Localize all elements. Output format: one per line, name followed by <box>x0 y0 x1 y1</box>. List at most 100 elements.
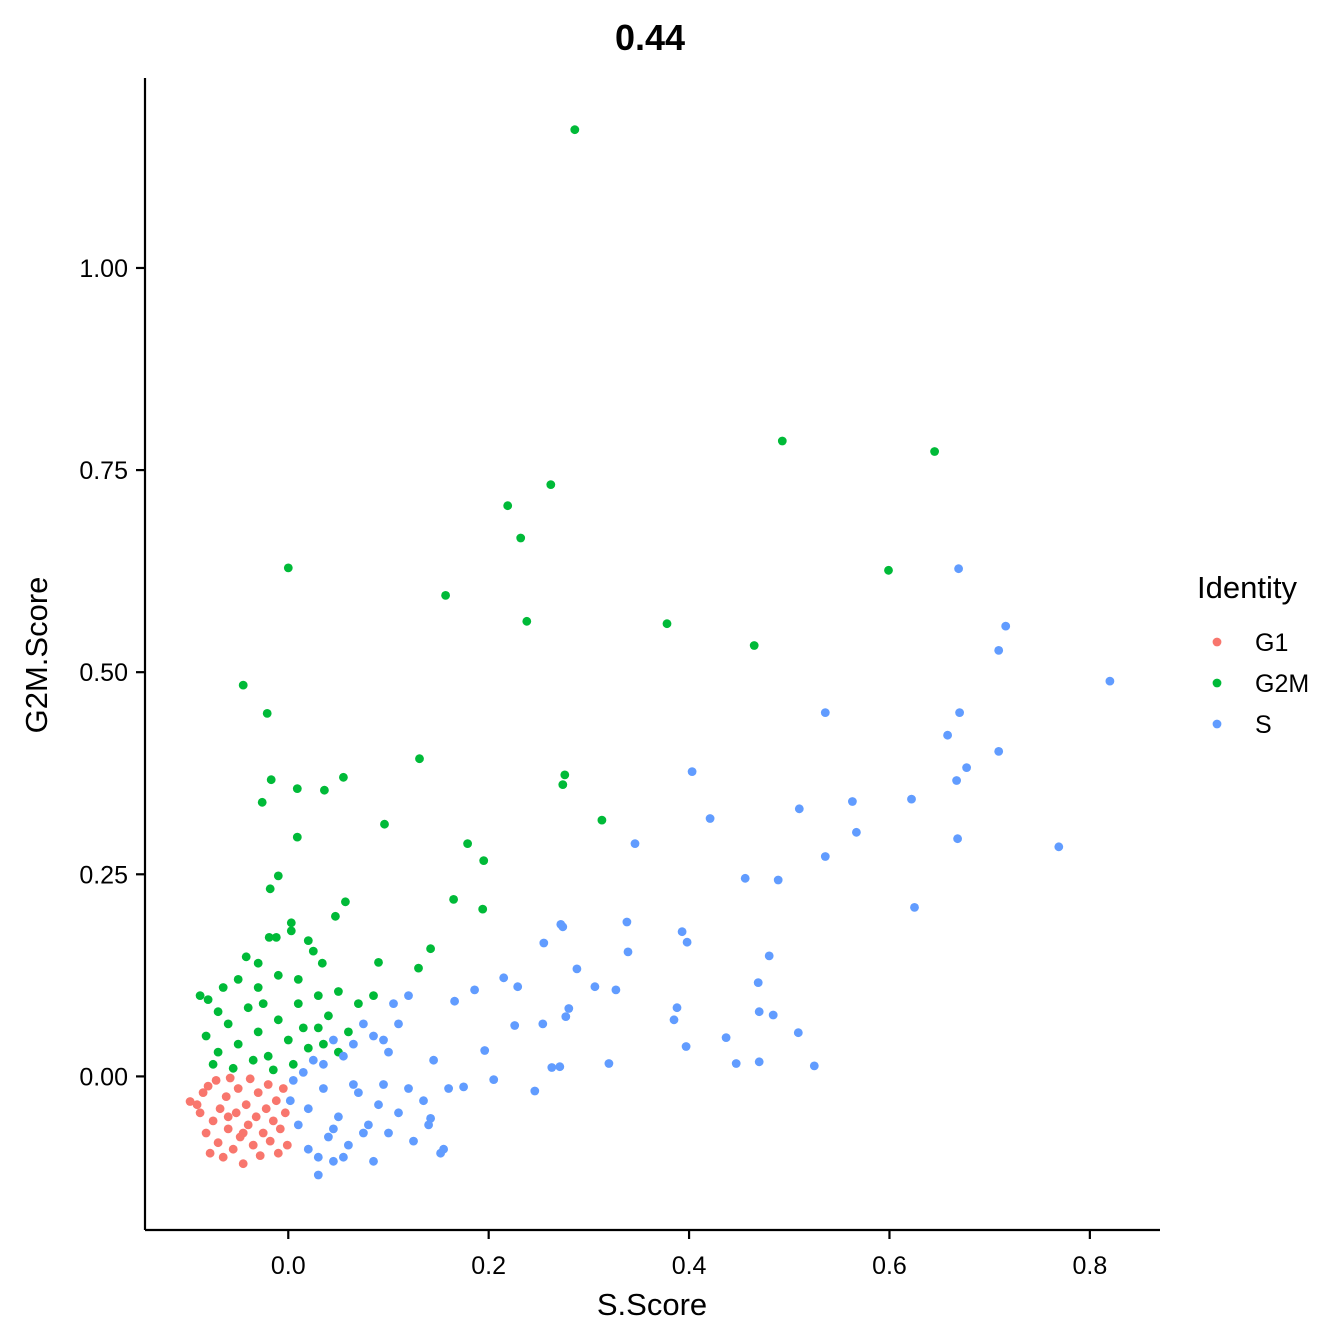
point-g1-4 <box>201 1128 211 1138</box>
legend: Identity G1 G2M S <box>1197 570 1309 739</box>
y-axis-title: G2M.Score <box>19 577 54 734</box>
point-g1-9 <box>213 1138 223 1148</box>
point-s-81 <box>313 1152 323 1162</box>
point-g2m-17 <box>266 775 276 785</box>
point-s-90 <box>303 1104 313 1114</box>
point-s-35 <box>590 982 600 992</box>
point-s-104 <box>444 1084 453 1093</box>
y-tick-label: 0.25 <box>79 861 128 889</box>
point-g2m-59 <box>243 1003 253 1013</box>
point-g1-34 <box>275 1124 285 1134</box>
point-s-19 <box>820 852 830 861</box>
point-s-71 <box>349 1039 358 1049</box>
point-g2m-11 <box>749 641 759 650</box>
point-g2m-71 <box>228 1063 238 1073</box>
point-g2m-64 <box>293 999 303 1008</box>
point-s-3 <box>994 646 1004 655</box>
point-s-14 <box>705 814 715 823</box>
point-g2m-29 <box>449 895 458 904</box>
x-tick-label: 0.8 <box>1072 1252 1107 1280</box>
point-g1-39 <box>238 1128 248 1138</box>
point-g2m-54 <box>369 991 378 1000</box>
legend-key-s <box>1212 719 1222 729</box>
point-g2m-55 <box>201 1031 211 1041</box>
point-g2m-40 <box>374 958 383 967</box>
point-s-16 <box>953 834 962 844</box>
point-g1-5 <box>203 1081 213 1091</box>
point-s-51 <box>604 1059 614 1068</box>
point-g2m-16 <box>339 772 348 782</box>
point-s-58 <box>530 1086 540 1096</box>
point-s-18 <box>1054 842 1064 852</box>
legend-label-s: S <box>1255 711 1272 739</box>
point-g2m-67 <box>324 1011 333 1021</box>
point-g1-30 <box>265 1136 275 1146</box>
point-g1-24 <box>251 1112 261 1122</box>
x-tick-label: 0.0 <box>271 1252 306 1280</box>
point-g2m-74 <box>288 1059 298 1069</box>
point-s-59 <box>459 1082 468 1092</box>
point-s-7 <box>994 747 1004 756</box>
point-s-48 <box>721 1033 731 1042</box>
point-s-5 <box>955 708 964 717</box>
point-g2m-13 <box>262 709 272 718</box>
point-g1-28 <box>261 1104 271 1114</box>
x-tick-label: 0.6 <box>872 1252 907 1280</box>
point-s-98 <box>409 1136 418 1146</box>
point-g2m-56 <box>213 1047 223 1057</box>
point-s-66 <box>389 999 398 1008</box>
point-s-44 <box>669 1015 679 1025</box>
point-s-64 <box>384 1047 393 1057</box>
point-g2m-70 <box>208 1059 218 1069</box>
point-s-43 <box>561 1012 571 1021</box>
point-s-21 <box>773 875 783 885</box>
point-s-88 <box>384 1128 393 1138</box>
point-s-27 <box>539 938 549 948</box>
point-g1-14 <box>225 1073 235 1083</box>
x-ticks: 0.0 0.2 0.4 0.6 0.8 <box>271 1230 1107 1280</box>
points-layer <box>185 125 1115 1180</box>
legend-label-g1: G1 <box>1255 629 1288 657</box>
point-g2m-72 <box>248 1055 258 1065</box>
point-g2m-3 <box>546 480 556 489</box>
point-s-103 <box>429 1055 438 1065</box>
point-s-40 <box>564 1004 574 1013</box>
point-s-94 <box>349 1080 358 1089</box>
point-g2m-26 <box>479 856 489 865</box>
point-g1-20 <box>241 1100 251 1110</box>
point-s-20 <box>740 873 750 883</box>
point-g1-35 <box>278 1084 288 1093</box>
point-g2m-46 <box>213 1007 223 1017</box>
point-g2m-63 <box>283 1035 293 1045</box>
point-s-26 <box>677 927 687 937</box>
point-g2m-8 <box>441 591 450 600</box>
point-g2m-23 <box>380 819 389 829</box>
point-g2m-34 <box>286 926 296 936</box>
point-g1-37 <box>282 1140 292 1150</box>
point-s-78 <box>285 1096 295 1106</box>
chart-title: 0.44 <box>615 17 685 58</box>
point-s-50 <box>480 1046 490 1055</box>
point-s-25 <box>558 922 568 932</box>
point-s-62 <box>436 1148 445 1158</box>
point-g1-23 <box>248 1140 258 1150</box>
point-g1-7 <box>208 1116 218 1126</box>
point-s-8 <box>962 763 971 772</box>
point-s-101 <box>329 1156 338 1166</box>
point-s-52 <box>731 1059 741 1068</box>
point-s-77 <box>288 1076 298 1085</box>
point-s-70 <box>359 1019 368 1029</box>
point-s-75 <box>308 1055 318 1065</box>
point-g1-1 <box>192 1100 202 1110</box>
point-g1-13 <box>223 1124 233 1134</box>
point-g2m-2 <box>930 447 939 456</box>
point-g2m-79 <box>319 1039 328 1049</box>
point-g2m-4 <box>503 501 513 511</box>
point-s-39 <box>672 1003 682 1013</box>
point-s-10 <box>952 776 961 785</box>
point-s-83 <box>334 1112 343 1122</box>
point-s-76 <box>298 1068 308 1077</box>
point-s-97 <box>379 1080 388 1089</box>
x-tick-label: 0.4 <box>672 1252 707 1280</box>
point-g1-15 <box>228 1144 238 1154</box>
